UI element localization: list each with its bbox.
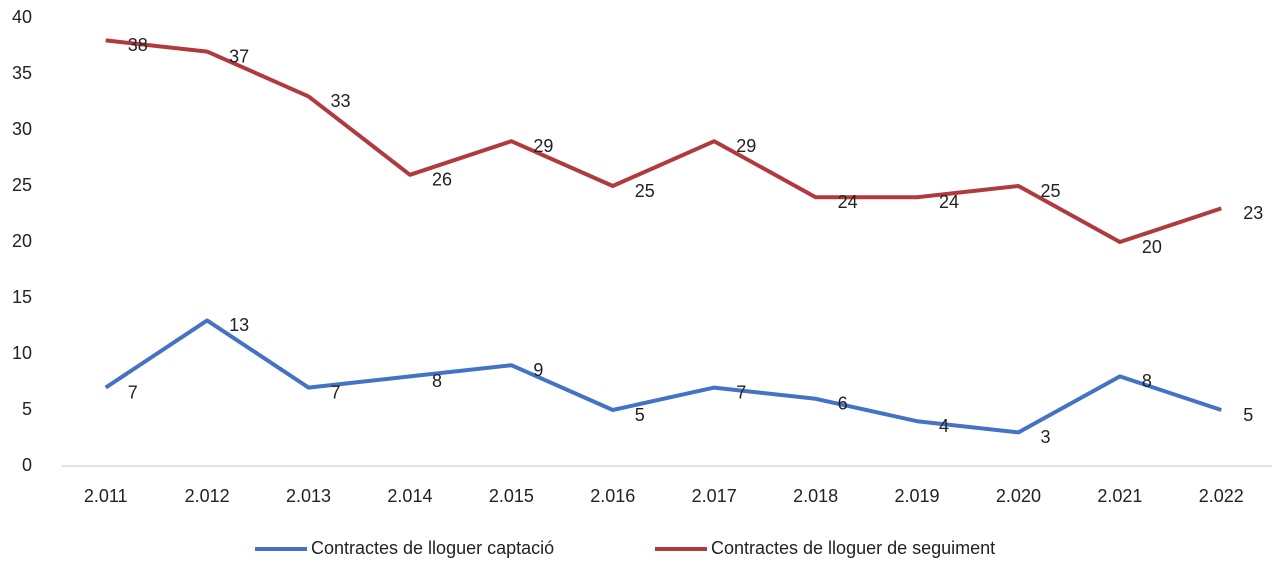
legend-label: Contractes de lloguer de seguiment [711, 538, 995, 558]
data-label: 24 [838, 192, 858, 212]
y-tick-label: 0 [22, 455, 32, 475]
x-tick-label: 2.012 [185, 486, 230, 506]
x-tick-label: 2.017 [692, 486, 737, 506]
data-label: 8 [432, 371, 442, 391]
y-tick-label: 40 [12, 7, 32, 27]
data-label: 23 [1243, 203, 1263, 223]
data-label: 6 [838, 394, 848, 414]
x-tick-label: 2.021 [1097, 486, 1142, 506]
data-label: 4 [939, 416, 949, 436]
data-label: 7 [128, 382, 138, 402]
x-tick-label: 2.011 [84, 486, 128, 506]
x-tick-label: 2.016 [590, 486, 635, 506]
series-line [105, 38, 1222, 244]
data-label: 26 [432, 170, 452, 190]
data-label: 29 [533, 136, 553, 156]
y-tick-label: 25 [12, 175, 32, 195]
data-label: 33 [331, 91, 351, 111]
data-label: 7 [331, 382, 341, 402]
data-label: 9 [533, 360, 543, 380]
x-tick-label: 2.015 [489, 486, 534, 506]
data-label: 20 [1142, 237, 1162, 257]
y-tick-label: 35 [12, 63, 32, 83]
data-label: 38 [128, 35, 148, 55]
y-tick-label: 20 [12, 231, 32, 251]
x-tick-label: 2.013 [286, 486, 331, 506]
data-label: 24 [939, 192, 959, 212]
x-tick-label: 2.022 [1199, 486, 1244, 506]
data-label: 13 [229, 315, 249, 335]
data-label: 37 [229, 46, 249, 66]
x-tick-label: 2.019 [895, 486, 940, 506]
y-tick-label: 15 [12, 287, 32, 307]
x-tick-label: 2.018 [793, 486, 838, 506]
series-line [104, 318, 1222, 435]
y-tick-label: 5 [22, 399, 32, 419]
x-tick-label: 2.014 [387, 486, 432, 506]
data-label: 8 [1142, 371, 1152, 391]
data-label: 7 [736, 382, 746, 402]
y-tick-label: 30 [12, 119, 32, 139]
data-label: 5 [1243, 405, 1253, 425]
data-label: 25 [1040, 181, 1060, 201]
data-label: 29 [736, 136, 756, 156]
data-label: 3 [1040, 427, 1050, 447]
data-label: 5 [635, 405, 645, 425]
x-tick-label: 2.020 [996, 486, 1041, 506]
data-label: 25 [635, 181, 655, 201]
legend-label: Contractes de lloguer captació [311, 538, 554, 558]
y-tick-label: 10 [12, 343, 32, 363]
